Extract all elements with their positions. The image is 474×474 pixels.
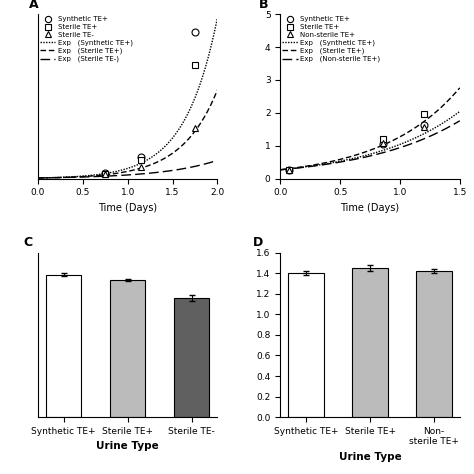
X-axis label: Time (Days): Time (Days) bbox=[340, 203, 400, 213]
Bar bbox=[417, 271, 452, 417]
Bar bbox=[288, 273, 324, 417]
Bar bbox=[110, 280, 145, 417]
X-axis label: Time (Days): Time (Days) bbox=[98, 203, 157, 213]
Bar bbox=[174, 298, 210, 417]
Legend: Synthetic TE+, Sterile TE+, Sterile TE-, Exp   (Synthetic TE+), Exp   (Sterile T: Synthetic TE+, Sterile TE+, Sterile TE-,… bbox=[40, 16, 133, 63]
Bar bbox=[46, 274, 81, 417]
Text: B: B bbox=[259, 0, 268, 11]
Legend: Synthetic TE+, Sterile TE+, Non-sterile TE+, Exp   (Synthetic TE+), Exp   (Steri: Synthetic TE+, Sterile TE+, Non-sterile … bbox=[283, 16, 381, 63]
X-axis label: Urine Type: Urine Type bbox=[96, 441, 159, 451]
Text: D: D bbox=[253, 237, 264, 249]
Text: A: A bbox=[29, 0, 38, 11]
X-axis label: Urine Type: Urine Type bbox=[338, 452, 401, 462]
Text: C: C bbox=[24, 237, 33, 249]
Bar bbox=[353, 268, 388, 417]
